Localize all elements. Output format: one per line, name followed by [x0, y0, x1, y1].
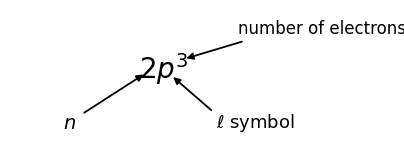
Text: $2p^3$: $2p^3$	[139, 52, 188, 87]
Text: $\ell$ symbol: $\ell$ symbol	[217, 112, 295, 134]
Text: $n$: $n$	[63, 114, 76, 133]
Text: number of electrons: number of electrons	[238, 20, 404, 38]
